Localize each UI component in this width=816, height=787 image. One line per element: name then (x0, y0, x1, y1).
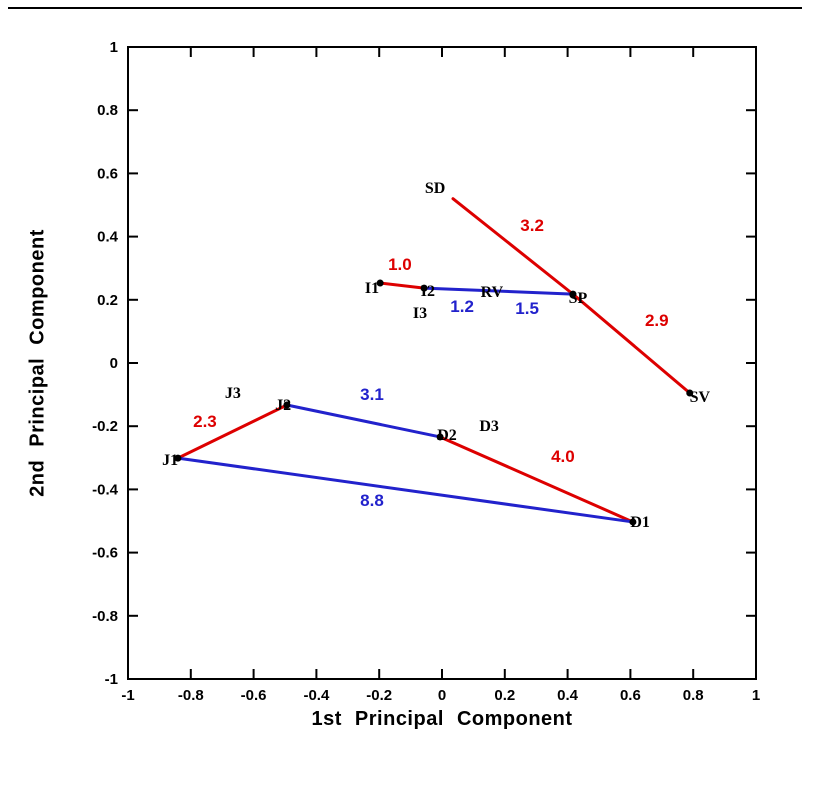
x-axis-tick-label: 0.8 (683, 687, 704, 704)
point-label-I2: I2 (421, 283, 435, 300)
x-axis-title: 1st Principal Component (311, 708, 573, 730)
y-axis-title: 2nd Principal Component (26, 229, 49, 497)
point-label-J3: J3 (225, 385, 241, 402)
distance-line-J2-D2 (285, 403, 442, 439)
y-axis-tick-label: -0.8 (92, 608, 118, 625)
y-axis-tick-label: -1 (105, 671, 118, 688)
distance-label-D2-D1: 4.0 (551, 447, 575, 466)
x-axis-tick-label: -0.4 (303, 687, 330, 704)
point-label-SP: SP (569, 290, 588, 307)
point-SP (569, 290, 577, 298)
x-axis-tick-label: -0.2 (366, 687, 392, 704)
distance-label-SD-SP: 3.2 (520, 216, 544, 235)
distance-label-J2-D2: 3.1 (360, 385, 384, 404)
x-axis-tick-label: 0.6 (620, 687, 641, 704)
y-axis-tick-label: 0.8 (97, 102, 118, 119)
point-label-SV: SV (690, 389, 711, 406)
x-axis-tick-label: 1 (752, 687, 760, 704)
point-label-D1: D1 (630, 514, 650, 531)
plot-frame (127, 46, 757, 680)
distance-line-SD-SP (451, 197, 575, 296)
top-rule (8, 7, 802, 9)
y-axis-tick-label: 0.4 (97, 229, 119, 246)
point-label-J1: J1 (162, 452, 178, 469)
distance-label-I2-SP: 1.5 (515, 299, 539, 318)
y-axis-tick-label: 0.2 (97, 292, 118, 309)
point-label-RV: RV (481, 284, 504, 301)
x-axis-tick-label: -0.8 (178, 687, 204, 704)
x-axis-tick-label: 0.2 (494, 687, 515, 704)
y-axis-tick-label: 0 (110, 355, 118, 372)
y-axis-tick-label: 0.6 (97, 165, 118, 182)
point-SV (686, 389, 694, 397)
point-D2 (436, 433, 444, 441)
distance-line-J1-D1 (176, 456, 635, 524)
y-axis-tick-label: -0.4 (92, 481, 119, 498)
x-axis-tick-label: -1 (121, 687, 134, 704)
point-label-D2: D2 (437, 427, 457, 444)
distance-label-SP-SV: 2.9 (645, 311, 669, 330)
y-axis-tick-label: -0.6 (92, 545, 118, 562)
point-I2 (420, 284, 428, 292)
point-label-SD: SD (425, 180, 445, 197)
distance-line-I1-I2 (378, 281, 426, 290)
point-label-D3: D3 (479, 418, 499, 435)
distance-line-I2-SP (422, 286, 575, 296)
point-label-I3: I3 (413, 305, 427, 322)
distance-line-J1-J2 (176, 403, 289, 460)
distance-line-D2-D1 (438, 435, 635, 524)
distance-line-SP-SV (571, 292, 692, 395)
y-axis-tick-label: 1 (110, 39, 118, 56)
y-axis-tick-label: -0.2 (92, 418, 118, 435)
distance-label-I1-I2: 1.0 (388, 255, 412, 274)
x-axis-tick-label: 0.4 (557, 687, 579, 704)
distance-label-I2-SP: 1.2 (450, 297, 474, 316)
point-D1 (629, 518, 637, 526)
point-label-J2: J2 (275, 397, 291, 414)
point-J2 (283, 401, 291, 409)
point-I1 (376, 279, 384, 287)
x-axis-tick-label: 0 (438, 687, 446, 704)
distance-label-J1-D1: 8.8 (360, 491, 384, 510)
distance-label-J1-J2: 2.3 (193, 412, 217, 431)
x-axis-tick-label: -0.6 (241, 687, 267, 704)
point-label-I1: I1 (365, 280, 379, 297)
point-J1 (174, 454, 182, 462)
